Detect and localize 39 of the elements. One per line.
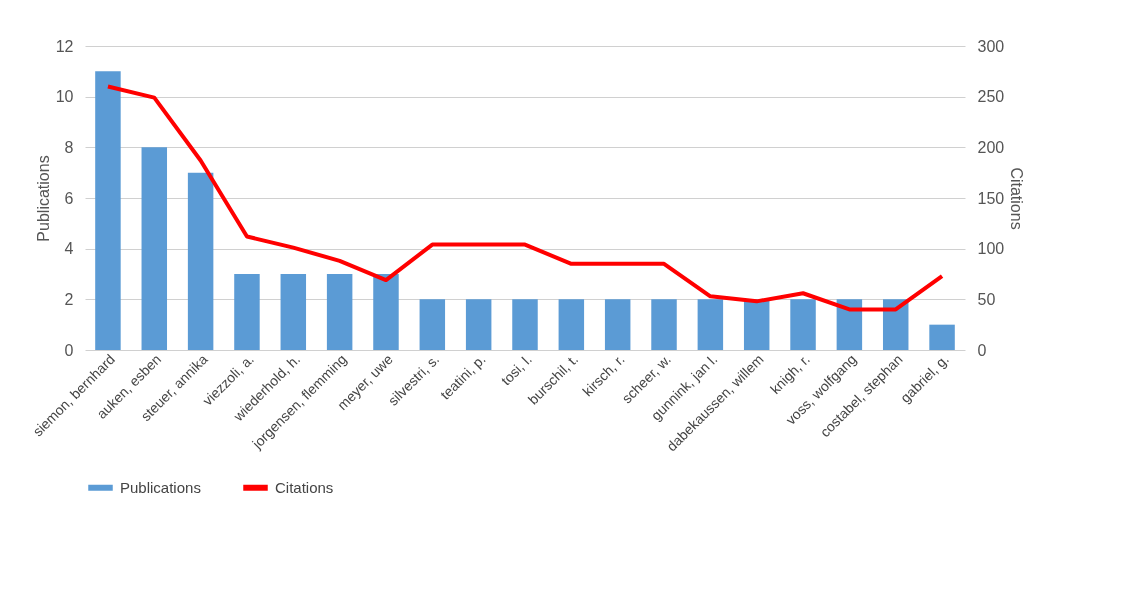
y-tick-label: 2: [64, 290, 74, 308]
legend-label: Publications: [120, 478, 201, 496]
bar: [836, 299, 863, 350]
y-tick-label: 12: [55, 37, 74, 55]
bar: [326, 274, 353, 350]
bar: [697, 299, 724, 350]
y2-tick-label: 200: [977, 138, 1005, 156]
y2-axis-title: Citations: [1008, 167, 1026, 230]
bar: [743, 299, 770, 350]
bar: [141, 147, 168, 350]
y-tick-label: 10: [55, 88, 74, 106]
y-tick-label: 0: [64, 341, 74, 359]
y2-tick-label: 100: [977, 240, 1005, 258]
bar: [234, 274, 260, 350]
bar: [280, 274, 307, 350]
y2-tick-label: 0: [977, 341, 987, 359]
bar: [419, 299, 446, 350]
y-tick-label: 8: [64, 138, 74, 156]
bar: [929, 324, 955, 350]
y-tick-label: 6: [64, 189, 74, 207]
y2-tick-label: 300: [977, 37, 1005, 55]
y-tick-label: 4: [64, 240, 74, 258]
bar: [187, 172, 214, 350]
bar: [465, 299, 492, 350]
bar: [95, 71, 121, 350]
bar: [651, 299, 677, 350]
legend-label: Citations: [275, 478, 334, 496]
bar: [373, 274, 399, 350]
y2-tick-label: 150: [977, 189, 1005, 207]
bar: [512, 299, 538, 350]
bar: [558, 299, 585, 350]
bar: [604, 299, 631, 350]
y2-tick-label: 50: [977, 290, 996, 308]
bar: [882, 299, 909, 350]
line-series: [105, 84, 945, 312]
y2-tick-label: 250: [977, 88, 1005, 106]
x-tick-label: tosi, l.: [497, 351, 535, 389]
y-axis-title: Publications: [34, 155, 52, 242]
bar: [790, 299, 816, 350]
